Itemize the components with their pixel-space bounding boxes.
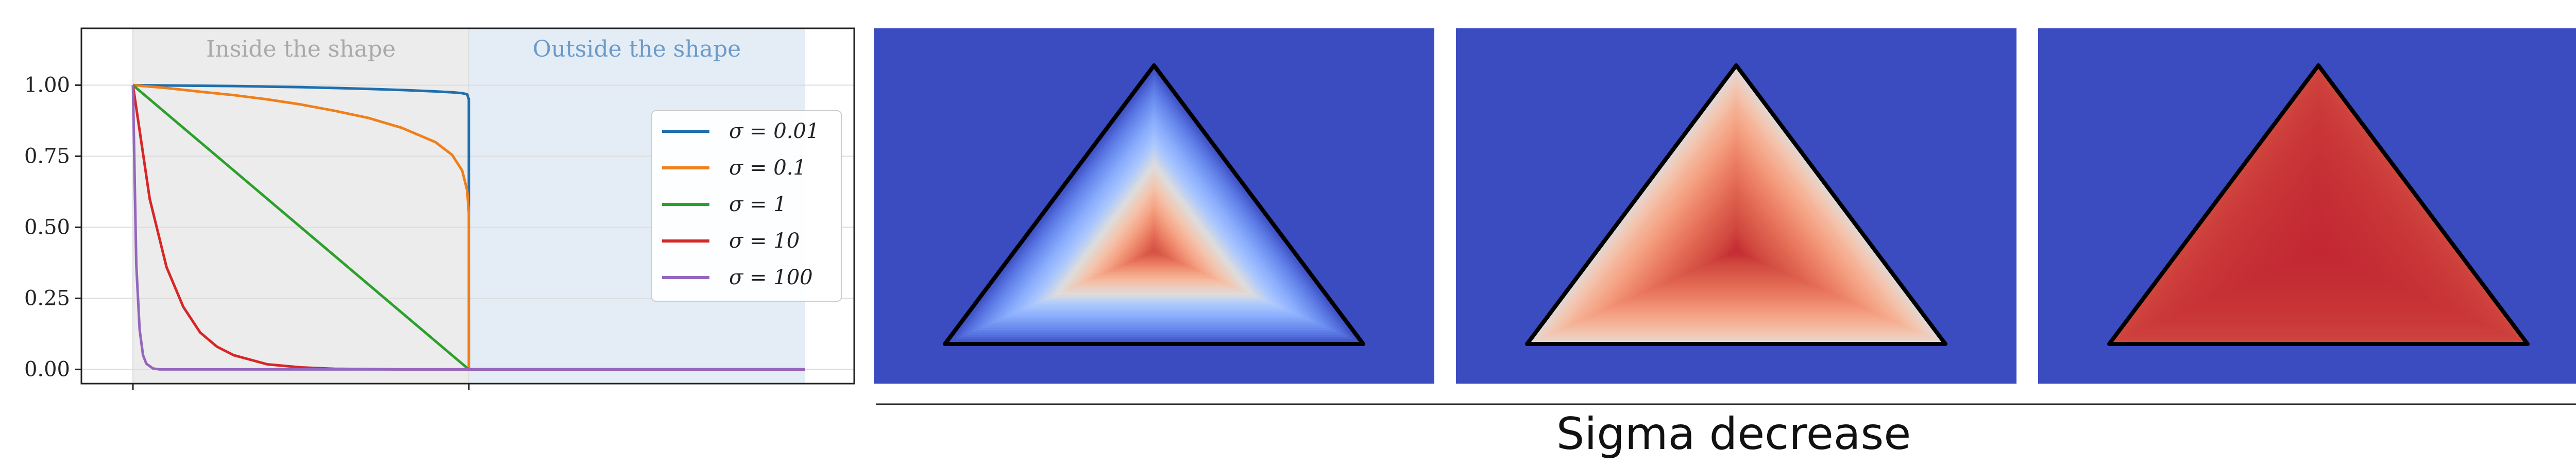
legend-label: σ = 100 (729, 266, 813, 289)
y-axis-ticks: 0.00 0.25 0.50 0.75 1.00 (24, 73, 81, 381)
series-line (131, 85, 805, 371)
y-tick-label: 1.00 (24, 73, 70, 97)
arrow-label: Sigma decrease (1556, 408, 1911, 460)
heatmap-panel (2038, 28, 2576, 384)
y-tick-label: 0.75 (24, 144, 70, 168)
series-line (132, 83, 805, 371)
legend-label: σ = 0.1 (729, 156, 806, 180)
legend: σ = 0.01 σ = 0.1 σ = 1 σ = 10 σ = 100 (651, 110, 842, 302)
triangle-band (1148, 246, 1160, 254)
heatmap-panel (874, 28, 1434, 384)
plot-frame (80, 27, 855, 385)
heatmap-panel (1456, 28, 2016, 384)
y-tick-label: 0.25 (24, 286, 70, 310)
region-labels: Inside the shape Outside the shape (206, 36, 741, 62)
region-label-inside: Inside the shape (206, 36, 396, 62)
x-axis-ticks (132, 384, 470, 390)
triangle-band (1731, 246, 1742, 254)
triangle-outline (1525, 63, 1947, 346)
series-lines (131, 83, 805, 371)
line-chart: 0.00 0.25 0.50 0.75 1.00 Inside the shape Out… (24, 27, 855, 390)
y-tick-label: 0.00 (24, 357, 70, 381)
y-tick-label: 0.50 (24, 215, 70, 239)
legend-label: σ = 1 (729, 193, 787, 216)
heatmap-panels (874, 28, 2576, 384)
region-inside (133, 29, 469, 383)
legend-label: σ = 0.01 (729, 119, 819, 143)
legend-label: σ = 10 (729, 229, 800, 253)
region-label-outside: Outside the shape (533, 36, 741, 62)
legend-box (651, 110, 842, 302)
triangle-band (2313, 246, 2324, 254)
sigma-arrow: Sigma decrease (876, 403, 2576, 460)
series-line (132, 83, 805, 371)
triangle-outline (2107, 63, 2530, 346)
triangle-outline (943, 63, 1365, 346)
